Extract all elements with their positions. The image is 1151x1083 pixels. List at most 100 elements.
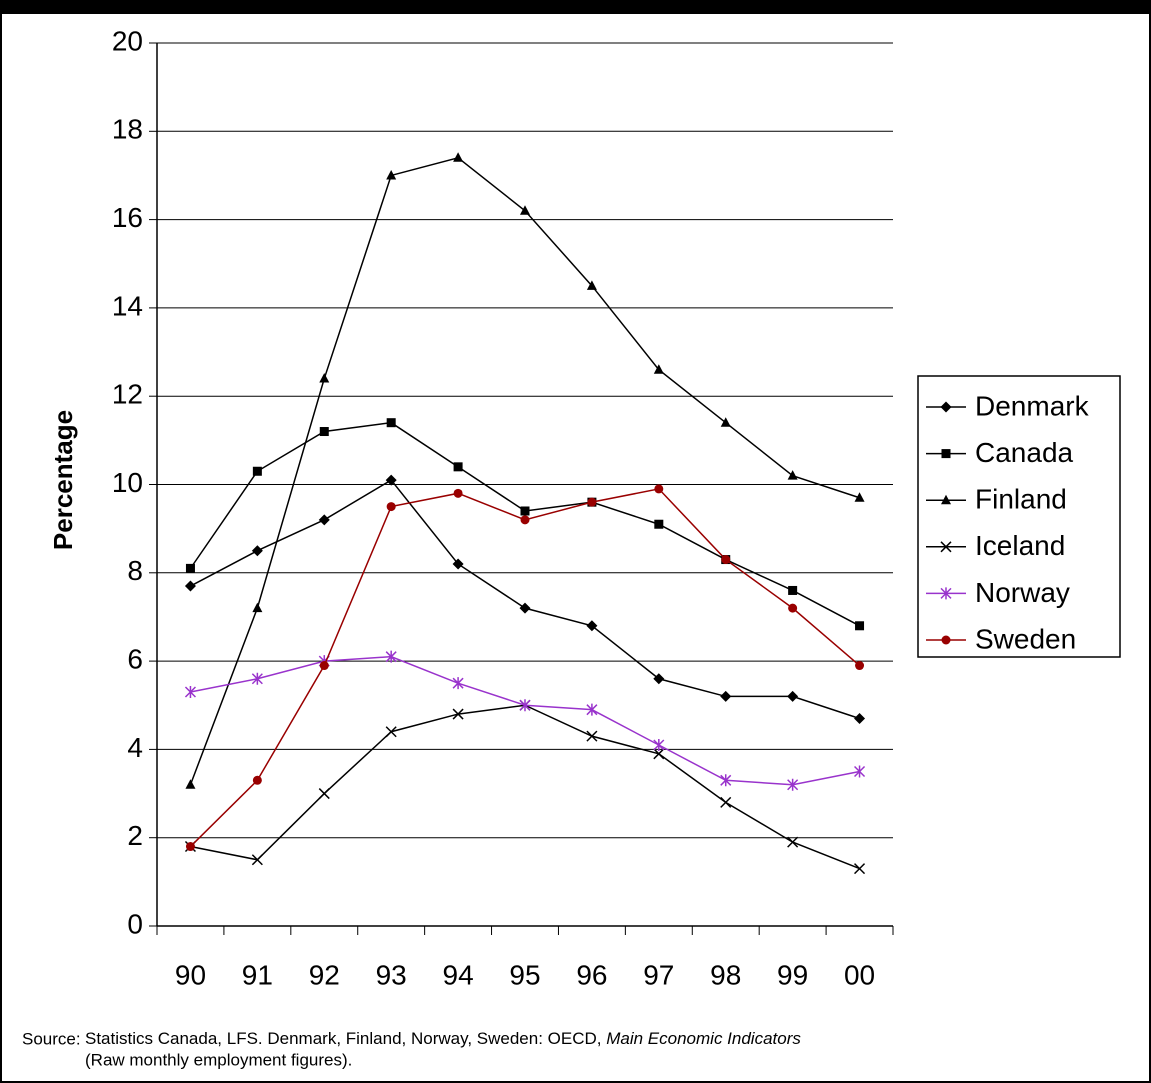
marker [452,677,464,690]
marker [453,488,463,498]
marker [720,774,732,787]
legend-label: Norway [975,577,1070,608]
marker [787,836,799,848]
x-tick-label: 98 [710,959,741,990]
x-tick-label: 99 [777,959,808,990]
marker-part [940,587,952,600]
marker-part [385,726,397,738]
marker [854,765,866,778]
source-text-2: (Raw monthly employment figures). [85,1050,352,1069]
marker-part [252,602,263,613]
marker-part [720,690,732,702]
marker [788,585,798,595]
marker-part [385,474,397,486]
marker-part [788,585,798,595]
y-tick-label: 18 [112,114,143,145]
marker-part [855,621,865,631]
marker-part [386,169,397,180]
marker [251,545,263,557]
marker-part [855,661,865,671]
marker [940,587,952,600]
y-tick-label: 20 [112,25,143,56]
marker-part [940,401,952,413]
marker-part [185,842,195,852]
y-tick-label: 0 [127,908,143,939]
marker [318,514,330,526]
marker [653,673,665,685]
marker-part [185,563,195,573]
x-tick-label: 94 [443,959,474,990]
marker-part [453,462,463,472]
marker-part [854,712,866,724]
marker-part [519,602,531,614]
marker-part [319,661,329,671]
marker [787,690,799,702]
marker [318,788,330,800]
marker-part [520,506,530,516]
marker [940,541,952,553]
legend-label: Sweden [975,623,1076,654]
marker [787,778,799,791]
marker-part [319,373,330,383]
y-tick-label: 4 [127,732,143,763]
marker-part [653,364,664,374]
marker [184,686,196,699]
marker [788,603,798,613]
x-tick-label: 91 [242,959,273,990]
marker [855,661,865,671]
marker [941,449,951,459]
source-text: Statistics Canada, LFS. Denmark, Finland… [85,1029,801,1048]
source-text-1: Statistics Canada, LFS. Denmark, Finland… [85,1029,602,1048]
y-tick-label: 10 [112,467,143,498]
marker [385,650,397,663]
marker-part [520,205,530,215]
marker [251,854,263,866]
marker [452,708,464,720]
series-line [190,704,860,870]
marker-part [452,677,464,690]
marker [319,661,329,671]
marker [586,703,598,716]
top-bar [0,0,1151,14]
marker-part [940,541,952,553]
marker [720,417,731,427]
x-tick-label: 97 [643,959,674,990]
marker-part [452,708,464,720]
series-line [189,156,860,785]
marker [654,484,664,494]
x-tick-label: 90 [175,959,206,990]
marker-part [854,765,866,778]
marker-part [318,788,330,800]
source-label: Source: [22,1029,81,1048]
marker-part [788,603,798,613]
marker-part [251,545,263,557]
marker-part [184,686,196,699]
marker [386,502,396,512]
y-tick-label: 12 [112,379,143,410]
marker [519,699,531,712]
marker-part [251,854,263,866]
marker-part [720,796,732,808]
marker [386,169,397,180]
marker [940,401,952,413]
marker-part [586,730,598,742]
marker-part [185,779,196,789]
marker [721,555,731,565]
marker [653,364,664,374]
marker [520,205,530,215]
marker-part [721,555,731,565]
marker [252,466,262,476]
marker [385,726,397,738]
marker-part [252,466,262,476]
marker [453,462,463,472]
marker-part [318,514,330,526]
marker [854,492,865,502]
marker-part [586,280,597,290]
marker-part [941,494,951,505]
marker-part [720,774,732,787]
marker-part [854,492,865,502]
marker [941,494,951,505]
x-tick-label: 00 [844,959,875,990]
marker-part [654,519,664,529]
